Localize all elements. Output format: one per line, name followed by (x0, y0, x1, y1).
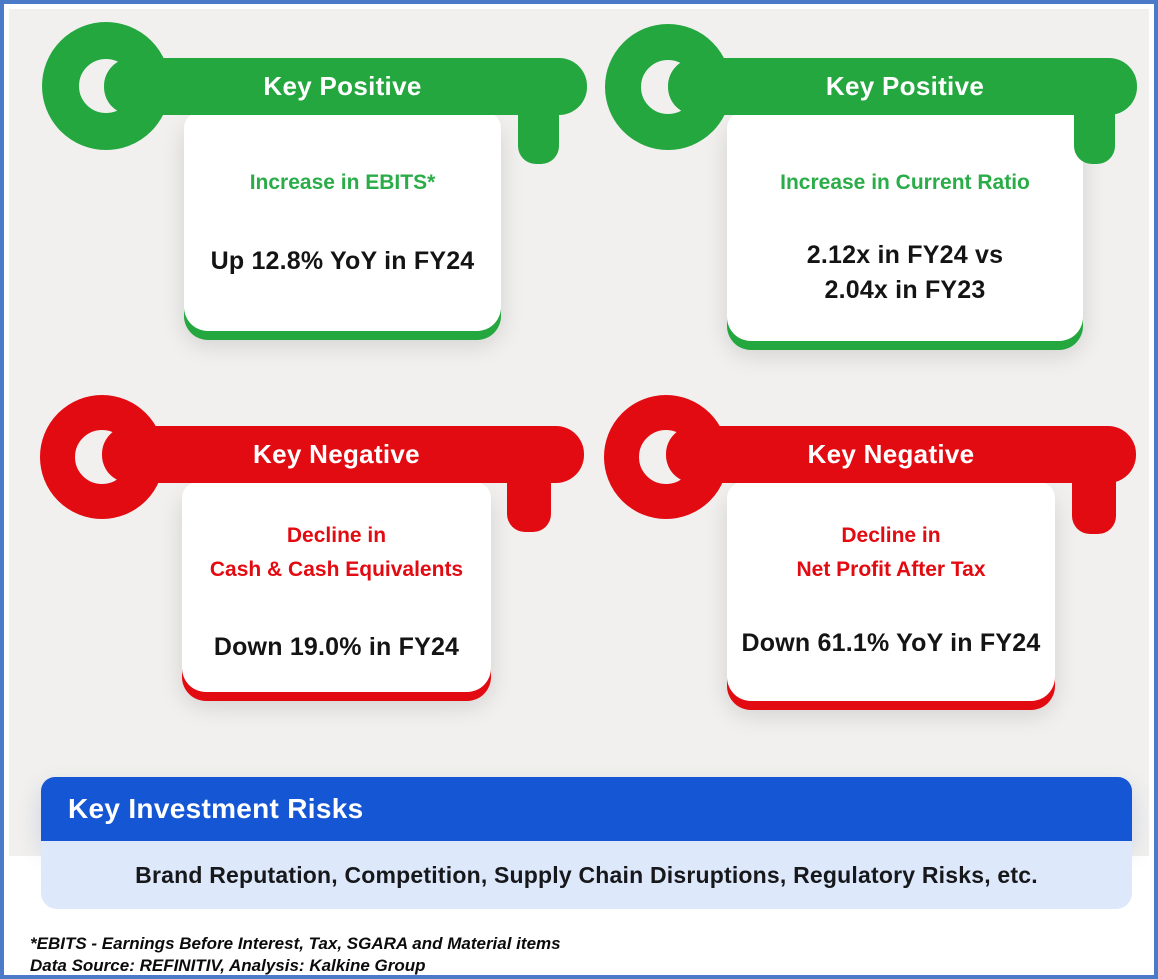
key-card-positive-current-ratio: Key Positive Increase in Current Ratio 2… (4, 4, 1154, 975)
key-tooth (1074, 89, 1115, 164)
key-card-positive-ebits: Key Positive Increase in EBITS* Up 12.8%… (4, 4, 1154, 975)
investment-risks-section: Key Investment Risks Brand Reputation, C… (41, 777, 1132, 909)
investment-risks-title: Key Investment Risks (41, 777, 1132, 841)
key-tooth (507, 457, 551, 532)
key-label: Key Negative (253, 439, 420, 469)
card-headline: Decline in Cash & Cash Equivalents (209, 524, 464, 581)
key-card-negative-npat: Key Negative Decline in Net Profit After… (4, 4, 1154, 975)
footnotes: *EBITS - Earnings Before Interest, Tax, … (30, 933, 561, 975)
key-card-negative-cash: Key Negative Decline in Cash & Cash Equi… (4, 4, 1154, 975)
card-value: 2.12x in FY24 vs 2.04x in FY23 (806, 241, 1004, 304)
data-source-footnote: Data Source: REFINITIV, Analysis: Kalkin… (30, 956, 426, 975)
key-tooth (1072, 457, 1116, 534)
key-card-body: Decline in Net Profit After Tax Down 61.… (727, 482, 1055, 701)
key-card-body: Decline in Cash & Cash Equivalents Down … (182, 482, 491, 692)
key-card-body: Increase in EBITS* Up 12.8% YoY in FY24 (184, 112, 501, 331)
ebits-footnote: *EBITS - Earnings Before Interest, Tax, … (30, 934, 561, 953)
card-headline: Increase in EBITS* (249, 171, 436, 194)
card-value: Up 12.8% YoY in FY24 (210, 247, 475, 275)
key-ring-icon (604, 395, 728, 519)
key-label: Key Positive (263, 71, 422, 101)
key-shaft (666, 426, 1136, 483)
card-value: Down 61.1% YoY in FY24 (741, 629, 1041, 657)
key-label: Key Positive (825, 71, 985, 101)
key-card-body: Increase in Current Ratio 2.12x in FY24 … (727, 112, 1083, 341)
key-label: Key Negative (807, 439, 975, 469)
investment-risks-text: Brand Reputation, Competition, Supply Ch… (41, 841, 1132, 909)
key-shaft (102, 426, 584, 483)
key-tooth (518, 89, 559, 164)
key-shaft (668, 58, 1137, 115)
key-shaft (104, 58, 587, 115)
card-headline: Decline in Net Profit After Tax (796, 524, 986, 581)
card-headline: Increase in Current Ratio (780, 171, 1030, 194)
card-value: Down 19.0% in FY24 (213, 633, 460, 661)
